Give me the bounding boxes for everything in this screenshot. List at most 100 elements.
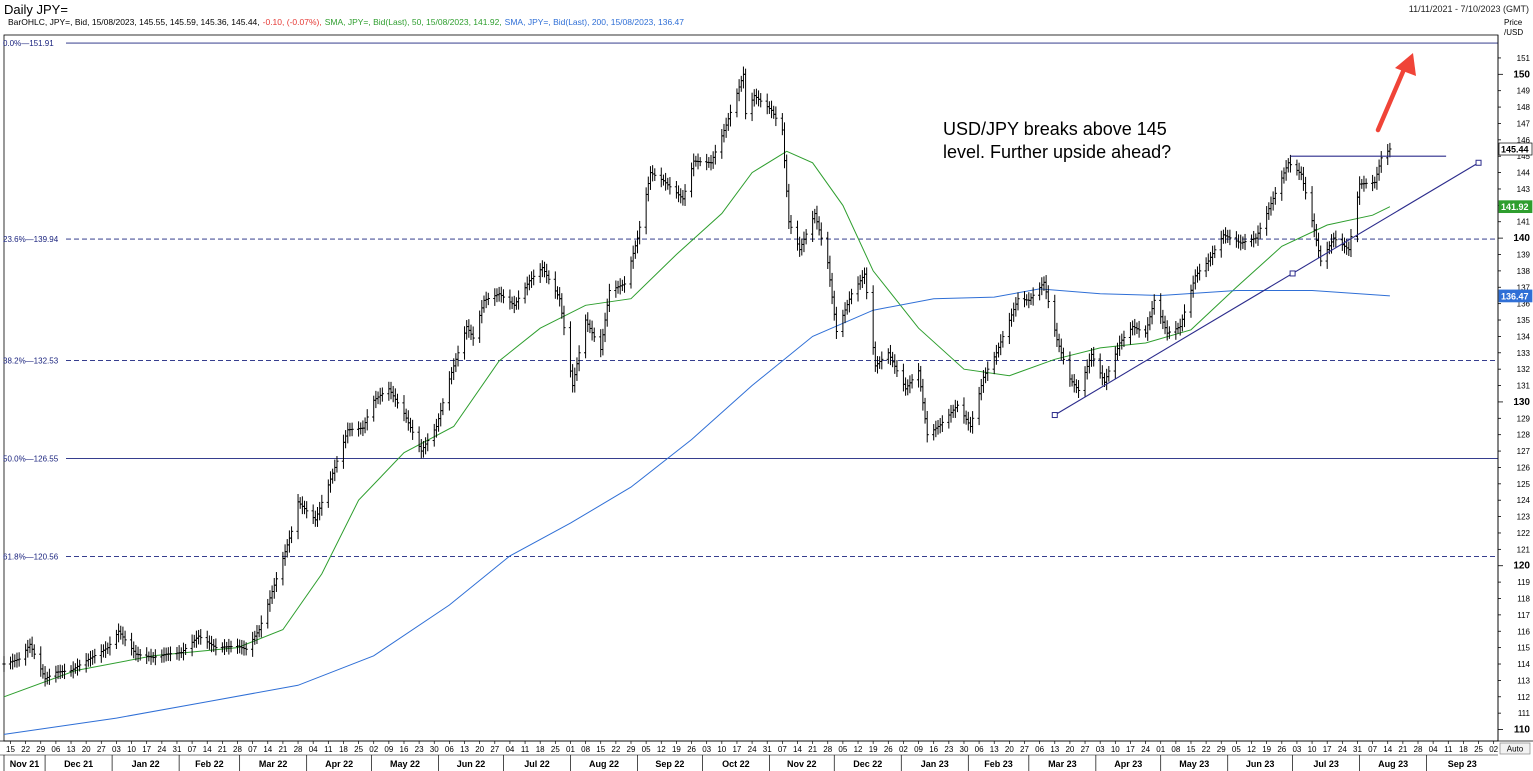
ohlc-bar — [1044, 275, 1048, 300]
ohlc-bar — [607, 283, 611, 313]
x-tick-label: 04 — [505, 745, 514, 754]
ohlc-bar — [456, 345, 460, 367]
ohlc-bar — [605, 298, 609, 327]
ohlc-bar — [971, 411, 975, 434]
x-tick-label: 26 — [1277, 745, 1286, 754]
y-tick-label: 123 — [1517, 513, 1531, 522]
ohlc-bar — [471, 326, 475, 346]
ohlc-bar — [24, 643, 28, 666]
y-tick-label: 139 — [1517, 250, 1531, 259]
y-tick-label: 111 — [1518, 709, 1531, 718]
last-price-tag: 145.44 — [1501, 145, 1529, 155]
ohlc-bar — [1012, 302, 1016, 322]
ohlc-bar — [1208, 251, 1213, 267]
ohlc-bar — [767, 101, 771, 114]
x-month-label: May 22 — [390, 759, 420, 769]
ohlc-bar — [78, 659, 82, 672]
x-tick-label: 20 — [1065, 745, 1074, 754]
y-tick-label: 141 — [1517, 218, 1531, 227]
ohlc-bar — [562, 305, 566, 336]
x-tick-label: 17 — [732, 745, 741, 754]
x-tick-label: 18 — [1459, 745, 1468, 754]
ohlc-bar — [205, 630, 209, 649]
x-month-label: Jul 23 — [1313, 759, 1339, 769]
x-tick-label: 14 — [203, 745, 212, 754]
ohlc-bar — [910, 374, 914, 389]
y-tick-label: 113 — [1517, 676, 1530, 685]
ohlc-bar — [532, 269, 536, 286]
ohlc-bar — [815, 205, 819, 230]
ohlc-bar — [1211, 245, 1215, 266]
ohlc-bar — [298, 497, 302, 509]
ohlc-bar — [802, 231, 806, 253]
ohlc-bar — [962, 397, 966, 424]
x-month-label: Aug 22 — [589, 759, 619, 769]
ohlc-bar — [1301, 166, 1306, 191]
ohlc-bar — [925, 410, 929, 443]
y-tick-label: 121 — [1517, 545, 1531, 554]
plot-border — [3, 34, 1499, 742]
ohlc-bar — [289, 526, 294, 544]
ohlc-bar — [592, 327, 596, 342]
sma50-tag: 141.92 — [1501, 202, 1529, 212]
ohlc-bar — [30, 636, 34, 657]
ohlc-bar — [1143, 325, 1148, 338]
sma200-tag: 136.47 — [1501, 291, 1529, 301]
ohlc-bar — [510, 296, 514, 310]
ohlc-bar — [813, 208, 817, 224]
ohlc-bar — [419, 439, 423, 459]
x-tick-label: 17 — [142, 745, 151, 754]
ohlc-bar — [389, 381, 393, 400]
x-tick-label: 10 — [1111, 745, 1120, 754]
ohlc-bar — [547, 270, 551, 285]
ohlc-bar — [244, 642, 248, 656]
fib-label: 61.8%—120.56 — [3, 553, 59, 562]
x-month-label: Dec 22 — [853, 759, 882, 769]
ohlc-bar — [1249, 234, 1254, 247]
ohlc-bar — [449, 367, 454, 385]
ohlc-bar — [1167, 326, 1171, 339]
ohlc-bar — [499, 286, 503, 303]
x-tick-label: 24 — [1338, 745, 1347, 754]
ohlc-bar — [981, 369, 986, 393]
ohlc-bar — [888, 344, 893, 366]
price-unit-label: Price /USD — [1504, 18, 1523, 38]
y-tick-label: 134 — [1517, 332, 1531, 341]
y-tick-label: 122 — [1517, 529, 1531, 538]
ohlc-bar — [1347, 241, 1351, 257]
ohlc-bar — [465, 320, 469, 340]
ohlc-bar — [992, 351, 996, 375]
ohlc-bar — [1107, 366, 1111, 382]
ohlc-bar — [2, 656, 6, 672]
x-tick-label: 17 — [1323, 745, 1332, 754]
ohlc-bar — [39, 646, 43, 677]
ohlc-bar — [255, 625, 259, 644]
y-tick-label: 137 — [1517, 283, 1531, 292]
ohlc-bar — [114, 629, 119, 650]
x-month-label: Mar 23 — [1048, 759, 1077, 769]
ohlc-bar — [800, 238, 804, 256]
x-tick-label: 28 — [294, 745, 303, 754]
y-tick-label: 136 — [1517, 300, 1531, 309]
ohlc-bar — [663, 172, 668, 191]
ohlc-bar — [387, 381, 391, 401]
ohlc-bar — [1312, 213, 1316, 238]
ohlc-bar — [417, 426, 421, 453]
x-tick-label: 11 — [521, 745, 530, 754]
ohlc-bar — [722, 123, 726, 143]
x-tick-label: 02 — [899, 745, 908, 754]
x-tick-label: 20 — [82, 745, 91, 754]
x-tick-label: 19 — [1262, 745, 1271, 754]
ohlc-bar — [966, 411, 970, 431]
ohlc-bar — [540, 260, 544, 278]
ohlc-bar — [1256, 225, 1260, 246]
ohlc-bar — [1014, 297, 1018, 317]
ohlc-bar — [720, 129, 724, 159]
ohlc-bar — [145, 647, 149, 665]
x-tick-label: 24 — [157, 745, 166, 754]
ohlc-bar — [88, 650, 93, 667]
price-label-top: Price — [1504, 18, 1523, 27]
ohlc-bar — [893, 354, 897, 374]
x-tick-label: 28 — [233, 745, 242, 754]
